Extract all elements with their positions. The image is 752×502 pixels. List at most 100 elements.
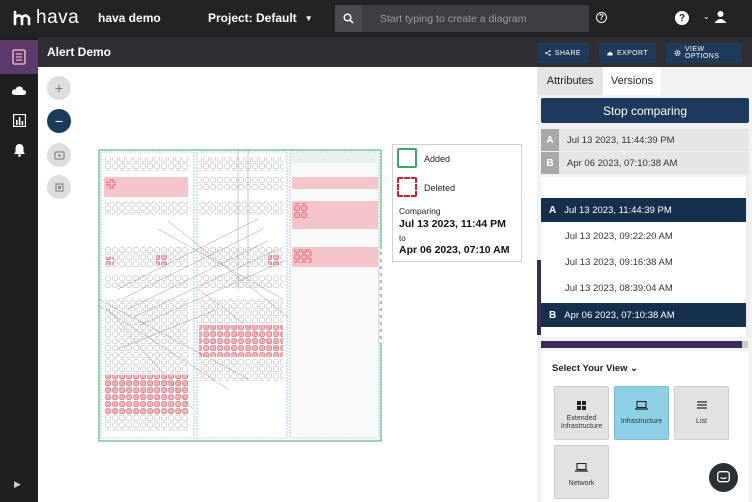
version-item[interactable]: A Jul 13 2023, 11:44:39 PM — [541, 198, 746, 222]
version-scrollbar[interactable] — [746, 177, 749, 337]
legend-to-label: to — [399, 234, 406, 243]
legend-added-label: Added — [424, 154, 451, 164]
version-item[interactable]: B Apr 06 2023, 07:10:38 AM — [541, 303, 746, 327]
square-icon — [54, 182, 64, 192]
diagram-canvas[interactable]: + − — [38, 67, 537, 502]
view-label: Extended Infrastructure — [560, 415, 603, 430]
left-nav: ▶ — [0, 37, 38, 502]
help-icon[interactable]: ? — [675, 11, 689, 25]
zoom-out-button[interactable]: − — [47, 109, 71, 133]
nav-reports[interactable] — [0, 103, 38, 137]
compare-row-b[interactable]: B Apr 06 2023, 07:10:38 AM — [541, 152, 749, 174]
network-icon — [575, 463, 588, 472]
tab-attributes[interactable]: Attributes — [537, 67, 603, 95]
fit-icon — [53, 150, 65, 160]
legend-deleted-label: Deleted — [424, 183, 456, 193]
bar-chart-icon — [12, 113, 26, 127]
search-help-icon[interactable]: ? — [596, 12, 607, 23]
plus-icon: + — [54, 80, 64, 96]
chevron-down-icon: ⌄ — [630, 363, 639, 374]
workspace-name[interactable]: hava demo — [98, 11, 161, 25]
share-label: SHARE — [554, 49, 581, 57]
compare-row-a[interactable]: A Jul 13 2023, 11:44:39 PM — [541, 129, 749, 151]
view-label: Network — [568, 480, 595, 487]
chevron-down-icon: ⌄ — [703, 12, 710, 21]
export-button[interactable]: EXPORT — [599, 43, 656, 63]
infrastructure-diagram[interactable] — [98, 149, 382, 442]
version-tag: A — [549, 204, 557, 216]
chat-icon — [717, 471, 730, 483]
select-view-label: Select Your View — [552, 363, 628, 374]
version-item[interactable]: Jul 13 2023, 08:39:04 AM — [541, 276, 746, 300]
view-label: Infrastructure — [620, 418, 663, 425]
version-date: Jul 13 2023, 11:44:39 PM — [564, 204, 672, 216]
fit-view-button[interactable] — [47, 143, 71, 167]
version-item[interactable]: Jul 13 2023, 09:16:38 AM — [541, 250, 746, 274]
user-menu[interactable]: ⌄ — [703, 10, 727, 23]
brand-name: hava — [36, 7, 80, 28]
search-bar[interactable]: Start typing to create a diagram — [335, 5, 589, 32]
view-options-label: VIEW OPTIONS — [684, 46, 720, 60]
caret-down-icon: ▼ — [304, 13, 313, 23]
view-label: List — [696, 418, 707, 425]
search-placeholder: Start typing to create a diagram — [380, 12, 527, 25]
panel-tabs: Attributes Versions — [537, 67, 752, 95]
hava-logo-icon — [13, 10, 31, 26]
hava-logo[interactable]: hava — [12, 7, 79, 29]
user-icon — [714, 11, 727, 23]
version-list[interactable]: A Jul 13 2023, 11:44:39 PM Jul 13 2023, … — [537, 177, 749, 337]
right-panel: Attributes Versions Stop comparing A Jul… — [537, 67, 752, 502]
expand-nav-icon[interactable]: ▶ — [14, 479, 21, 489]
cloud-icon — [11, 85, 27, 95]
compare-date-b: Apr 06 2023, 07:10:38 AM — [567, 157, 678, 169]
share-button[interactable]: SHARE — [537, 43, 589, 63]
version-item[interactable]: Jul 13 2023, 09:22:20 AM — [541, 224, 746, 248]
nav-alerts[interactable] — [0, 133, 38, 167]
legend-from-date: Jul 13 2023, 11:44 PM — [399, 218, 506, 230]
version-date: Jul 13 2023, 09:16:38 AM — [565, 256, 673, 268]
extended-infrastructure-icon — [576, 401, 586, 410]
scrollbar-thumb[interactable] — [742, 341, 748, 348]
deleted-swatch — [397, 177, 417, 197]
compare-date-a: Jul 13 2023, 11:44:39 PM — [567, 134, 675, 146]
view-network[interactable]: Network — [554, 445, 609, 499]
share-icon — [545, 50, 551, 56]
view-list[interactable]: List — [674, 386, 729, 440]
stop-comparing-button[interactable]: Stop comparing — [541, 98, 749, 123]
version-range-indicator — [537, 260, 541, 335]
document-icon — [12, 49, 26, 65]
nav-diagrams[interactable] — [0, 40, 38, 74]
chat-button[interactable] — [709, 463, 738, 492]
compare-tag-a: A — [541, 129, 559, 151]
version-horizontal-scrollbar[interactable] — [541, 341, 742, 348]
zoom-in-button[interactable]: + — [47, 76, 71, 100]
legend-comparing-label: Comparing — [399, 206, 441, 216]
compare-tag-b: B — [541, 152, 559, 174]
export-cloud-icon — [607, 51, 613, 55]
version-date: Jul 13 2023, 08:39:04 AM — [565, 282, 673, 294]
version-date: Apr 06 2023, 07:10:38 AM — [564, 309, 675, 321]
diagram-header: Alert Demo SHARE EXPORT VIEW OPTIONS — [38, 37, 752, 67]
view-options-button[interactable]: VIEW OPTIONS — [666, 43, 742, 63]
added-swatch — [397, 148, 417, 168]
select-view-dropdown[interactable]: Select Your View ⌄ — [552, 363, 638, 374]
version-tag: B — [549, 309, 557, 321]
page-title: Alert Demo — [47, 45, 112, 59]
tab-versions[interactable]: Versions — [603, 67, 661, 95]
reset-view-button[interactable] — [47, 175, 71, 199]
list-icon — [696, 401, 707, 409]
gear-icon — [674, 50, 681, 56]
legend-to-date: Apr 06 2023, 07:10 AM — [399, 244, 510, 256]
export-label: EXPORT — [616, 49, 648, 57]
laptop-icon — [635, 401, 648, 410]
version-date: Jul 13 2023, 09:22:20 AM — [565, 230, 673, 242]
project-label: Project: Default — [208, 11, 297, 25]
minus-icon: − — [54, 113, 64, 129]
bell-icon — [13, 144, 25, 157]
nav-cloud[interactable] — [0, 73, 38, 107]
search-icon[interactable] — [335, 5, 362, 32]
top-bar: hava hava demo Project: Default ▼ Start … — [0, 0, 752, 37]
project-dropdown[interactable]: Project: Default ▼ — [208, 11, 313, 25]
view-infrastructure[interactable]: Infrastructure — [614, 386, 669, 440]
view-extended-infrastructure[interactable]: Extended Infrastructure — [554, 386, 609, 440]
